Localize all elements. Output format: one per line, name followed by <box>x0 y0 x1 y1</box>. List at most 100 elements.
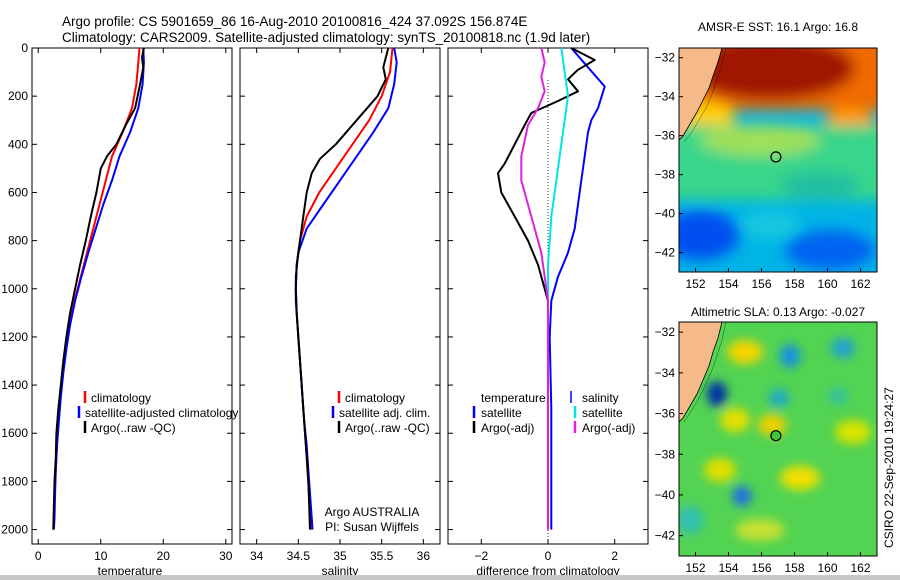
legend-label-sal-argo: Argo(-adj) <box>582 421 635 435</box>
salinity-xlabel: salinity <box>322 564 359 578</box>
sla-low-2 <box>780 344 800 368</box>
sst-map-title: AMSR-E SST: 16.1 Argo: 16.8 <box>698 20 858 34</box>
legend-label-climatology: climatology <box>91 391 151 405</box>
sla-low-1 <box>707 381 727 407</box>
map-x-tick-label: 156 <box>751 277 771 291</box>
sla-land <box>679 322 722 422</box>
legend-label-sal-satellite: satellite <box>582 406 623 420</box>
depth-tick-label: 800 <box>8 234 28 248</box>
sst-shelf-contour <box>683 48 727 143</box>
series-line-temperature-satellite <box>548 47 606 530</box>
map-y-tick-label: −36 <box>655 129 676 143</box>
salinity-axes <box>239 47 441 545</box>
map-x-tick-label: 158 <box>784 561 804 575</box>
legend-header-temperature: temperature <box>481 391 546 405</box>
series-line-argo-raw-qc- <box>52 47 145 530</box>
depth-tick-label: 1400 <box>1 378 28 392</box>
temperature-lines <box>52 47 145 530</box>
map-y-tick-label: −38 <box>655 447 676 461</box>
sla-ticks: 152 154 156 158 160 162 −32 −34 −36 −38 −40 −42 <box>655 325 871 575</box>
sla-low-4 <box>769 389 789 407</box>
legend-label-argo: Argo(..raw -QC) <box>345 421 430 435</box>
depth-tick-label: 600 <box>8 185 28 199</box>
sla-map-title: Altimetric SLA: 0.13 Argo: -0.027 <box>691 305 865 319</box>
depth-tick-label: 200 <box>8 89 28 103</box>
map-y-tick-label: −34 <box>655 90 676 104</box>
map-x-tick-label: 162 <box>850 277 870 291</box>
depth-tick-label: 1000 <box>1 282 28 296</box>
legend-label-argo: Argo(..raw -QC) <box>91 421 176 435</box>
salinity-ticks: 34 34.5 35 35.5 36 <box>240 47 440 563</box>
map-y-tick-label: −32 <box>655 51 676 65</box>
temperature-legend: climatology satellite-adjusted climatolo… <box>77 391 238 435</box>
map-y-tick-label: −38 <box>655 168 676 182</box>
sla-map <box>679 322 877 556</box>
sst-cyan-patch <box>740 211 800 239</box>
x-tick-label: 30 <box>219 549 233 563</box>
depth-tick-label: 1600 <box>1 426 28 440</box>
sst-cold-patch-2 <box>785 230 875 270</box>
map-y-tick-label: −40 <box>655 488 676 502</box>
sla-high-5 <box>780 466 820 490</box>
depth-tick-label: 1800 <box>1 474 28 488</box>
sla-coastline <box>679 322 723 423</box>
sst-green-patch <box>780 171 860 199</box>
x-tick-label: 2 <box>611 549 618 563</box>
map-y-tick-label: −34 <box>655 366 676 380</box>
figure-title-line2: Climatology: CARS2009. Satellite-adjuste… <box>62 30 590 45</box>
map-x-tick-label: 154 <box>718 277 738 291</box>
legend-label-satellite: satellite-adjusted climatology <box>85 406 238 420</box>
float-program-label: Argo AUSTRALIA <box>325 505 420 519</box>
depth-tick-label: 0 <box>21 41 28 55</box>
sla-shelf-contour <box>683 322 727 423</box>
credit-label: CSIRO 22-Sep-2010 19:24:27 <box>882 387 896 548</box>
map-y-tick-label: −42 <box>655 246 676 260</box>
depth-tick-label: 400 <box>8 137 28 151</box>
difference-lines <box>497 47 606 540</box>
map-x-tick-label: 156 <box>751 561 771 575</box>
sla-low-6 <box>828 388 848 404</box>
sla-low-7 <box>679 506 704 534</box>
temperature-xlabel: temperature <box>98 564 163 578</box>
x-tick-label: 34.5 <box>287 549 311 563</box>
salinity-legend: climatology satellite adj. clim. Argo(..… <box>331 391 430 435</box>
depth-tick-label: 1200 <box>1 330 28 344</box>
legend-header-salinity: salinity <box>582 391 619 405</box>
difference-legend: temperature satellite Argo(-adj) salinit… <box>472 391 635 435</box>
bottom-strip <box>0 575 900 580</box>
sst-ticks: 152 154 156 158 160 162 −32 −34 −36 −38 −40 −42 <box>655 51 871 291</box>
series-line-salinity-argo-adj- <box>520 47 549 530</box>
map-x-tick-label: 152 <box>685 277 705 291</box>
legend-label-temp-argo: Argo(-adj) <box>481 421 534 435</box>
x-tick-label: 0 <box>545 549 552 563</box>
temperature-axes <box>31 47 233 545</box>
x-tick-label: 35.5 <box>370 549 394 563</box>
sst-land <box>679 48 722 140</box>
x-tick-label: 0 <box>35 549 42 563</box>
x-tick-label: −2 <box>474 549 488 563</box>
difference-xlabel: difference from climatology <box>476 564 619 578</box>
salinity-lines <box>294 47 398 530</box>
legend-label-satellite: satellite adj. clim. <box>339 406 430 420</box>
sst-argo-marker <box>770 151 782 163</box>
sla-high-4 <box>835 420 871 444</box>
sst-hot-core <box>685 48 855 100</box>
sla-high-3 <box>758 414 786 436</box>
sla-high-6 <box>735 519 785 541</box>
depth-tick-labels: 0 200 400 600 800 1000 1200 1400 1600 1800 2000 <box>1 41 28 537</box>
sla-high-7 <box>704 458 736 482</box>
sla-low-5 <box>732 486 752 506</box>
map-y-tick-label: −36 <box>655 407 676 421</box>
sla-low-3 <box>831 338 855 358</box>
sst-map <box>679 48 877 272</box>
x-tick-label: 35 <box>333 549 347 563</box>
map-y-tick-label: −40 <box>655 207 676 221</box>
map-x-tick-label: 154 <box>718 561 738 575</box>
sst-cold-patch <box>679 210 740 260</box>
sst-light-green-patch <box>700 124 820 156</box>
x-tick-label: 20 <box>157 549 171 563</box>
depth-tick-label: 2000 <box>1 523 28 537</box>
sla-map-frame <box>678 321 878 557</box>
legend-label-temp-satellite: satellite <box>481 406 522 420</box>
